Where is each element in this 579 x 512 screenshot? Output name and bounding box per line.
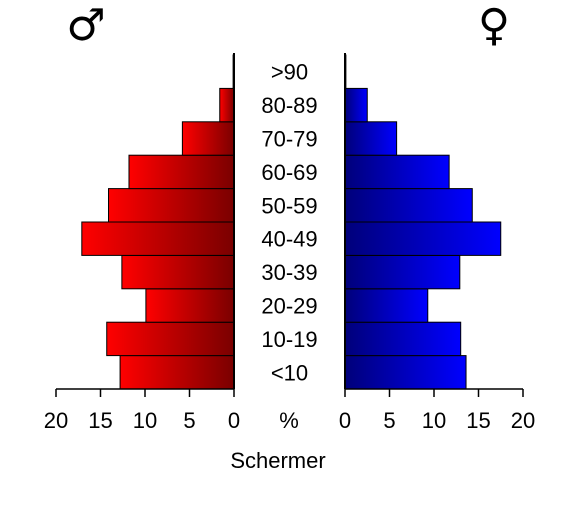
female-bar-7 <box>344 121 398 156</box>
age-label-6: 60-69 <box>261 160 317 185</box>
male-tick-label-1: 5 <box>183 408 195 433</box>
male-x-axis: 0 5 10 15 20 <box>44 388 240 433</box>
age-label-3: 30-39 <box>261 260 317 285</box>
age-label-5: 50-59 <box>261 193 317 218</box>
female-bar-5 <box>344 188 473 223</box>
female-tick-label-2: 10 <box>422 408 446 433</box>
age-group-labels: <10 10-19 20-29 30-39 40-49 50-59 60-69 70-79 80… <box>261 60 317 386</box>
female-bar-3 <box>344 254 461 290</box>
percent-label: % <box>279 408 299 433</box>
female-bar-1 <box>344 321 462 357</box>
age-label-1: 10-19 <box>261 327 317 352</box>
female-bars <box>344 54 502 390</box>
male-bar-6 <box>128 154 235 190</box>
male-bar-3 <box>121 254 235 290</box>
age-label-8: 80-89 <box>261 93 317 118</box>
female-bar-2 <box>344 288 429 323</box>
female-tick-label-4: 20 <box>511 408 535 433</box>
x-axis-title: Schermer <box>230 448 325 473</box>
female-bar-0 <box>344 355 467 390</box>
age-label-2: 20-29 <box>261 294 317 319</box>
female-bar-8 <box>344 87 368 123</box>
female-bar-4 <box>344 221 502 256</box>
male-bar-7 <box>181 121 235 156</box>
male-bar-1 <box>106 321 235 357</box>
male-tick-label-2: 10 <box>133 408 157 433</box>
male-tick-label-0: 0 <box>228 408 240 433</box>
male-bar-0 <box>119 355 235 390</box>
age-label-0: <10 <box>271 360 308 385</box>
male-tick-label-4: 20 <box>44 408 68 433</box>
age-label-4: 40-49 <box>261 227 317 252</box>
female-tick-label-3: 15 <box>466 408 490 433</box>
male-bar-5 <box>108 188 235 223</box>
female-tick-label-1: 5 <box>383 408 395 433</box>
male-tick-label-3: 15 <box>88 408 112 433</box>
age-label-7: 70-79 <box>261 127 317 152</box>
male-bar-2 <box>145 288 235 323</box>
male-bar-4 <box>81 221 235 256</box>
female-symbol: ♀ <box>478 0 510 51</box>
male-bars <box>81 54 235 390</box>
female-x-axis: 0 5 10 15 20 <box>339 388 535 433</box>
female-bar-6 <box>344 154 450 190</box>
male-symbol: ♂ <box>66 0 105 51</box>
age-label-9: >90 <box>271 60 308 85</box>
male-bar-8 <box>219 87 235 123</box>
female-tick-label-0: 0 <box>339 408 351 433</box>
